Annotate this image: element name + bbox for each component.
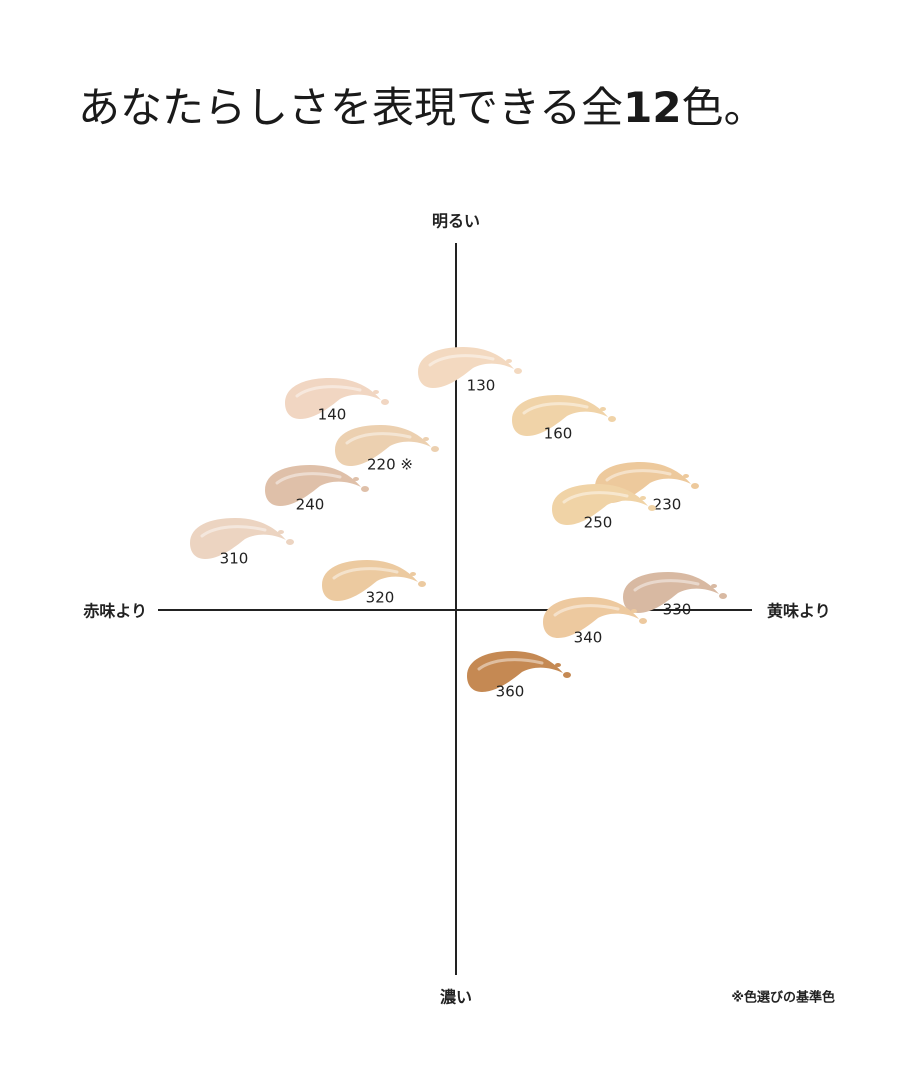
swatch-dot — [719, 593, 727, 599]
swatch-dot — [555, 663, 561, 667]
swatch-dot — [418, 581, 426, 587]
title-number: 12 — [623, 83, 681, 132]
swatch — [467, 651, 571, 692]
swatch-dot — [506, 359, 512, 363]
shade-label: 140 — [318, 406, 347, 424]
swatch-body — [322, 560, 418, 601]
swatch — [322, 560, 426, 601]
swatch-dot — [278, 530, 284, 534]
swatch-dot — [640, 496, 646, 500]
swatch-dot — [600, 407, 606, 411]
swatch — [512, 395, 616, 436]
swatch — [552, 484, 656, 525]
swatch-dot — [711, 584, 717, 588]
swatch-body — [543, 597, 639, 638]
title-text: 色。 — [682, 83, 766, 132]
title: あなたらしさを表現できる全12色。 — [78, 83, 766, 132]
shade-label: 220 ※ — [367, 456, 413, 474]
shade-label: 320 — [366, 589, 395, 607]
swatch — [543, 597, 647, 638]
swatch — [190, 518, 294, 559]
swatch — [285, 378, 389, 419]
swatch-dot — [353, 477, 359, 481]
swatch-body — [418, 347, 514, 388]
swatch — [418, 347, 522, 388]
axis-label-left: 赤味より — [82, 602, 147, 621]
swatch-dot — [423, 437, 429, 441]
swatch-body — [190, 518, 286, 559]
swatch-dot — [691, 483, 699, 489]
axis-label-bottom: 濃い — [440, 988, 472, 1007]
swatch-dot — [431, 446, 439, 452]
shade-label: 310 — [220, 550, 249, 568]
swatch-highlight — [633, 579, 700, 592]
axis-label-right: 黄味より — [767, 602, 831, 621]
shade-label: 330 — [663, 601, 692, 619]
shade-label: 240 — [296, 496, 325, 514]
swatch-highlight — [275, 472, 342, 485]
swatch — [623, 572, 727, 613]
swatch — [265, 465, 369, 506]
swatch-highlight — [553, 604, 620, 617]
swatch-highlight — [345, 432, 412, 445]
swatch-body — [285, 378, 381, 419]
swatch-dot — [648, 505, 656, 511]
swatch-highlight — [477, 658, 544, 671]
swatch — [335, 425, 439, 466]
swatch-body — [265, 465, 361, 506]
note: ※色選びの基準色 — [731, 990, 835, 1006]
swatch-dot — [563, 672, 571, 678]
swatch-highlight — [562, 491, 629, 504]
swatch-body — [512, 395, 608, 436]
shade-label: 340 — [574, 629, 603, 647]
swatch-dot — [683, 474, 689, 478]
swatch-dot — [286, 539, 294, 545]
swatch-dot — [639, 618, 647, 624]
swatch-dot — [361, 486, 369, 492]
swatch-highlight — [522, 402, 589, 415]
swatch-dot — [410, 572, 416, 576]
swatch-dot — [608, 416, 616, 422]
swatch-dot — [631, 609, 637, 613]
swatch-highlight — [295, 385, 362, 398]
swatch-highlight — [428, 354, 495, 367]
swatch-highlight — [605, 469, 672, 482]
swatch-highlight — [332, 567, 399, 580]
shade-label: 250 — [584, 514, 613, 532]
shade-label: 230 — [653, 496, 682, 514]
axis-label-top: 明るい — [432, 212, 480, 231]
swatch-dot — [373, 390, 379, 394]
shade-label: 130 — [467, 377, 496, 395]
swatch-body — [552, 484, 648, 525]
swatch-body — [467, 651, 563, 692]
swatch-dot — [381, 399, 389, 405]
swatch-body — [623, 572, 719, 613]
shade-label: 160 — [544, 425, 573, 443]
swatch-highlight — [200, 525, 267, 538]
shade-label: 360 — [496, 683, 525, 701]
swatch-body — [335, 425, 431, 466]
swatches: 130 140 160 220 ※ 240 230 250 310 320 330 340 360 — [190, 347, 727, 701]
swatch-dot — [514, 368, 522, 374]
title-text: あなたらしさを表現できる全 — [78, 83, 623, 132]
